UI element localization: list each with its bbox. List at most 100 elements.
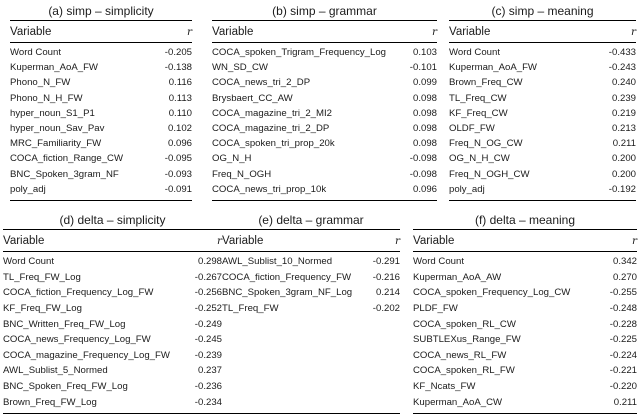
panel-delta-grammar: (e) delta – grammar Variable r AWL_Subli… — [222, 211, 400, 414]
r-value: -0.091 — [164, 183, 192, 195]
r-value: 0.110 — [168, 107, 192, 119]
variable-name: KF_Ncats_FW — [413, 381, 476, 393]
variable-name: Freq_N_OGH_CW — [449, 168, 530, 180]
table-header: Variable r — [212, 21, 437, 43]
r-value: -0.252 — [194, 303, 222, 315]
table-row: Brown_Freq_CW 0.240 — [449, 75, 636, 90]
r-value: -0.243 — [608, 62, 636, 74]
variable-name: Freq_N_OGH — [212, 168, 272, 180]
r-value: 0.113 — [168, 92, 192, 104]
variable-name: COCA_fiction_Frequency_Log_FW — [3, 287, 154, 299]
table-header: Variable r — [10, 21, 192, 43]
r-value: 0.211 — [612, 138, 636, 150]
table-row: COCA_spoken_RL_CW -0.228 — [413, 316, 637, 332]
r-value: 0.102 — [167, 123, 192, 135]
r-value: -0.098 — [409, 153, 437, 165]
table-body: AWL_Sublist_10_Normed -0.291 COCA_fiction_… — [222, 252, 400, 413]
r-value: 0.219 — [611, 107, 636, 119]
variable-name: COCA_news_tri_prop_10k — [212, 183, 327, 195]
correlation-table: Variable r AWL_Sublist_10_Normed -0.291 CO… — [222, 229, 400, 414]
variable-name: poly_adj — [10, 183, 46, 195]
r-value: -0.433 — [608, 47, 636, 59]
panel-title: (b) simp – grammar — [272, 4, 377, 18]
table-row: OLDF_FW 0.213 — [449, 121, 636, 136]
panel-simp-grammar: (b) simp – grammar Variable r COCA_spoke… — [212, 2, 437, 201]
variable-name: TL_Freq_CW — [449, 92, 507, 104]
table-row: COCA_news_RL_FW -0.224 — [413, 348, 637, 364]
variable-name: COCA_magazine_Frequency_Log_FW — [3, 349, 170, 361]
r-value: -0.224 — [609, 349, 637, 361]
r-value: 0.098 — [412, 138, 437, 150]
r-value: 0.200 — [611, 153, 636, 165]
r-value: -0.138 — [164, 62, 192, 74]
table-row: BNC_Written_Freq_FW_Log -0.249 — [3, 316, 222, 332]
table-row: COCA_magazine_tri_2_DP 0.098 — [212, 121, 437, 136]
variable-name: TL_Freq_FW — [222, 303, 279, 315]
variable-name: hyper_noun_Sav_Pav — [10, 123, 105, 135]
r-value: -0.225 — [609, 334, 637, 346]
r-value: -0.220 — [609, 381, 637, 393]
panel-title: (a) simp – simplicity — [48, 4, 154, 18]
table-row: Word Count -0.205 — [10, 45, 192, 60]
table-row: poly_adj -0.192 — [449, 182, 636, 197]
table-row: Freq_N_OGH -0.098 — [212, 167, 437, 182]
variable-name: Word Count — [3, 256, 55, 268]
r-value: -0.239 — [194, 349, 222, 361]
correlation-table: Variable r Word Count -0.433 Kuperman_AoA_… — [449, 20, 636, 201]
variable-name: COCA_magazine_tri_2_DP — [212, 123, 330, 135]
variable-name: BNC_Spoken_3gram_NF — [10, 168, 119, 180]
table-row: hyper_noun_S1_P1 0.110 — [10, 106, 192, 121]
variable-name: PLDF_FW — [413, 303, 458, 315]
r-value: -0.216 — [372, 271, 400, 283]
table-header: Variable r — [222, 230, 400, 252]
variable-name: Brown_Freq_CW — [449, 77, 523, 89]
table-row: Brown_Freq_FW_Log -0.234 — [3, 394, 222, 410]
r-value: -0.095 — [164, 153, 192, 165]
r-value: 0.098 — [412, 92, 437, 104]
variable-name: TL_Freq_FW_Log — [3, 271, 81, 283]
column-header-r: r — [186, 25, 192, 38]
variable-name: SUBTLEXus_Range_FW — [413, 334, 521, 346]
correlation-table: Variable r Word Count 0.342 Kuperman_AoA_A… — [413, 229, 637, 414]
variable-name: COCA_fiction_Range_CW — [10, 153, 124, 165]
r-value: -0.234 — [194, 396, 222, 408]
table-row: Word Count 0.298 — [3, 254, 222, 270]
r-value: 0.214 — [375, 287, 400, 299]
table-row: SUBTLEXus_Range_FW -0.225 — [413, 332, 637, 348]
variable-name: COCA_news_tri_2_DP — [212, 77, 311, 89]
table-row: PLDF_FW -0.248 — [413, 301, 637, 317]
column-header-variable: Variable — [449, 25, 491, 38]
correlation-table: Variable r Word Count 0.298 TL_Freq_FW_Log… — [3, 229, 222, 414]
table-row: COCA_spoken_tri_prop_20k 0.098 — [212, 136, 437, 151]
panel-simp-meaning: (c) simp – meaning Variable r Word Count… — [449, 2, 636, 201]
variable-name: Phono_N_H_FW — [10, 92, 83, 104]
table-row: Word Count 0.342 — [413, 254, 637, 270]
table-header: Variable r — [3, 230, 222, 252]
r-value: 0.213 — [611, 123, 636, 135]
table-row: BNC_Spoken_3gram_NF_Log 0.214 — [222, 285, 400, 301]
table-row: COCA_spoken_Frequency_Log_CW -0.255 — [413, 285, 637, 301]
r-value: -0.249 — [194, 318, 222, 330]
table-row: BNC_Spoken_Freq_FW_Log -0.236 — [3, 379, 222, 395]
variable-name: KF_Freq_FW_Log — [3, 303, 82, 315]
variable-name: Brysbaert_CC_AW — [212, 92, 293, 104]
r-value: 0.270 — [612, 271, 637, 283]
table-row: Word Count -0.433 — [449, 45, 636, 60]
table-row: COCA_fiction_Range_CW -0.095 — [10, 151, 192, 166]
table-row: Kuperman_AoA_AW 0.270 — [413, 270, 637, 286]
variable-name: Freq_N_OG_CW — [449, 138, 523, 150]
panel-title: (f) delta – meaning — [474, 213, 576, 227]
table-row: Freq_N_OGH_CW 0.200 — [449, 167, 636, 182]
table-row: TL_Freq_FW -0.202 — [222, 301, 400, 317]
table-row: COCA_news_tri_prop_10k 0.096 — [212, 182, 437, 197]
variable-name: COCA_spoken_Trigram_Frequency_Log — [212, 47, 387, 59]
variable-name: Word Count — [413, 256, 465, 268]
r-value: 0.096 — [412, 183, 437, 195]
table-body: Word Count 0.342 Kuperman_AoA_AW 0.270 COCA_… — [413, 252, 637, 413]
correlation-table: Variable r Word Count -0.205 Kuperman_AoA_… — [10, 20, 192, 201]
variable-name: COCA_news_RL_FW — [413, 349, 507, 361]
variable-name: hyper_noun_S1_P1 — [10, 107, 95, 119]
variable-name: WN_SD_CW — [212, 62, 268, 74]
variable-name: COCA_spoken_RL_FW — [413, 365, 515, 377]
variable-name: BNC_Spoken_Freq_FW_Log — [3, 381, 128, 393]
